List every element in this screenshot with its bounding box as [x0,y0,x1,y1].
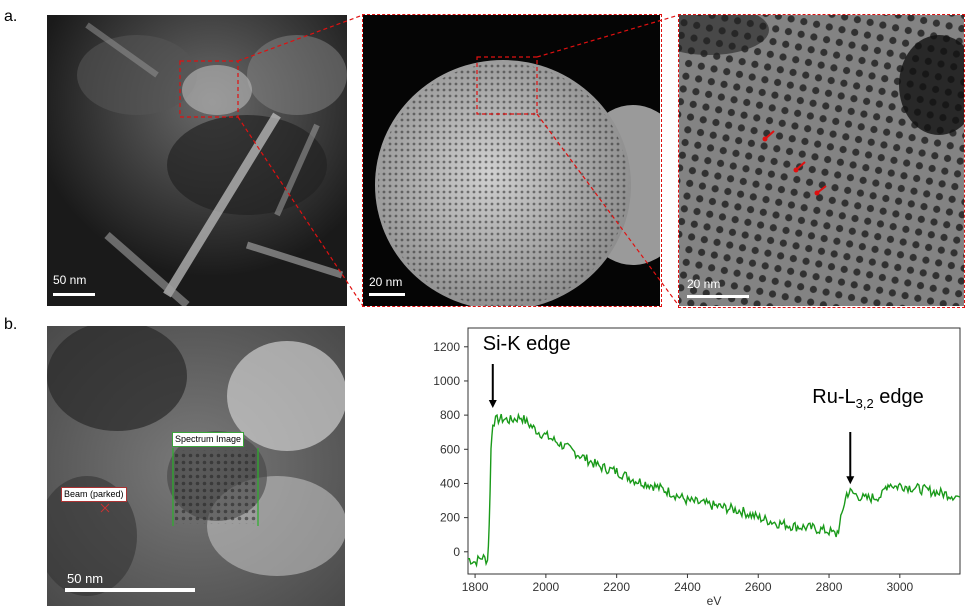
x-tick-label: 3000 [886,580,913,594]
scale-label-lattice: 20 nm [687,277,721,291]
plot-area [467,327,961,575]
y-tick-label: 1000 [433,374,460,388]
x-tick-label: 2000 [533,580,560,594]
spectrum-line [468,412,961,568]
y-tick-label: 400 [440,476,460,490]
eels-spectrum-chart: 1800 2000 2200 2400 2600 2800 3000 0 200 400 600 80… [420,325,965,608]
x-tick-label: 1800 [462,580,489,594]
eels-chart-svg: 1800 2000 2200 2400 2600 2800 3000 0 200 400 600 80… [433,327,961,608]
si-k-edge-arrowhead [488,400,497,408]
ru-l-edge-subscript: 3,2 [856,396,874,411]
scale-label-particle: 20 nm [369,275,403,289]
y-tick-label: 800 [440,408,460,422]
x-tick-label: 2600 [745,580,772,594]
zoom-frame-lattice [678,14,965,308]
scale-bar-lattice [687,295,749,298]
scale-label-spectrum-image: 50 nm [67,571,104,586]
beam-parked-label: Beam (parked) [61,487,127,502]
ru-l-edge-suffix: edge [874,386,924,408]
scale-bar-overview [53,293,95,296]
x-tick-label: 2400 [674,580,701,594]
y-tick-label: 0 [453,545,460,559]
zoom-frame-particle [362,14,662,307]
spectrum-image-label: Spectrum Image [172,432,245,447]
x-tick-label: 2800 [816,580,843,594]
x-tick-label: 2200 [603,580,630,594]
ru-l-edge-arrowhead [846,476,855,485]
si-k-edge-label: Si-K edge [483,333,571,355]
y-tick-label: 200 [440,511,460,525]
scale-bar-particle [369,293,405,296]
panel-b-label: b. [4,316,18,333]
scale-bar-spectrum-image [65,588,195,592]
y-tick-label: 600 [440,442,460,456]
x-axis-label: eV [707,594,722,606]
panel-a-label: a. [4,8,18,25]
tem-image-lattice: 20 nm [679,15,964,306]
stem-spectrum-image: Spectrum Image Beam (parked) 50 nm [47,326,345,606]
y-tick-label: 1200 [433,340,460,354]
tem-image-overview: 50 nm [47,15,347,306]
scale-label-overview: 50 nm [53,273,87,287]
